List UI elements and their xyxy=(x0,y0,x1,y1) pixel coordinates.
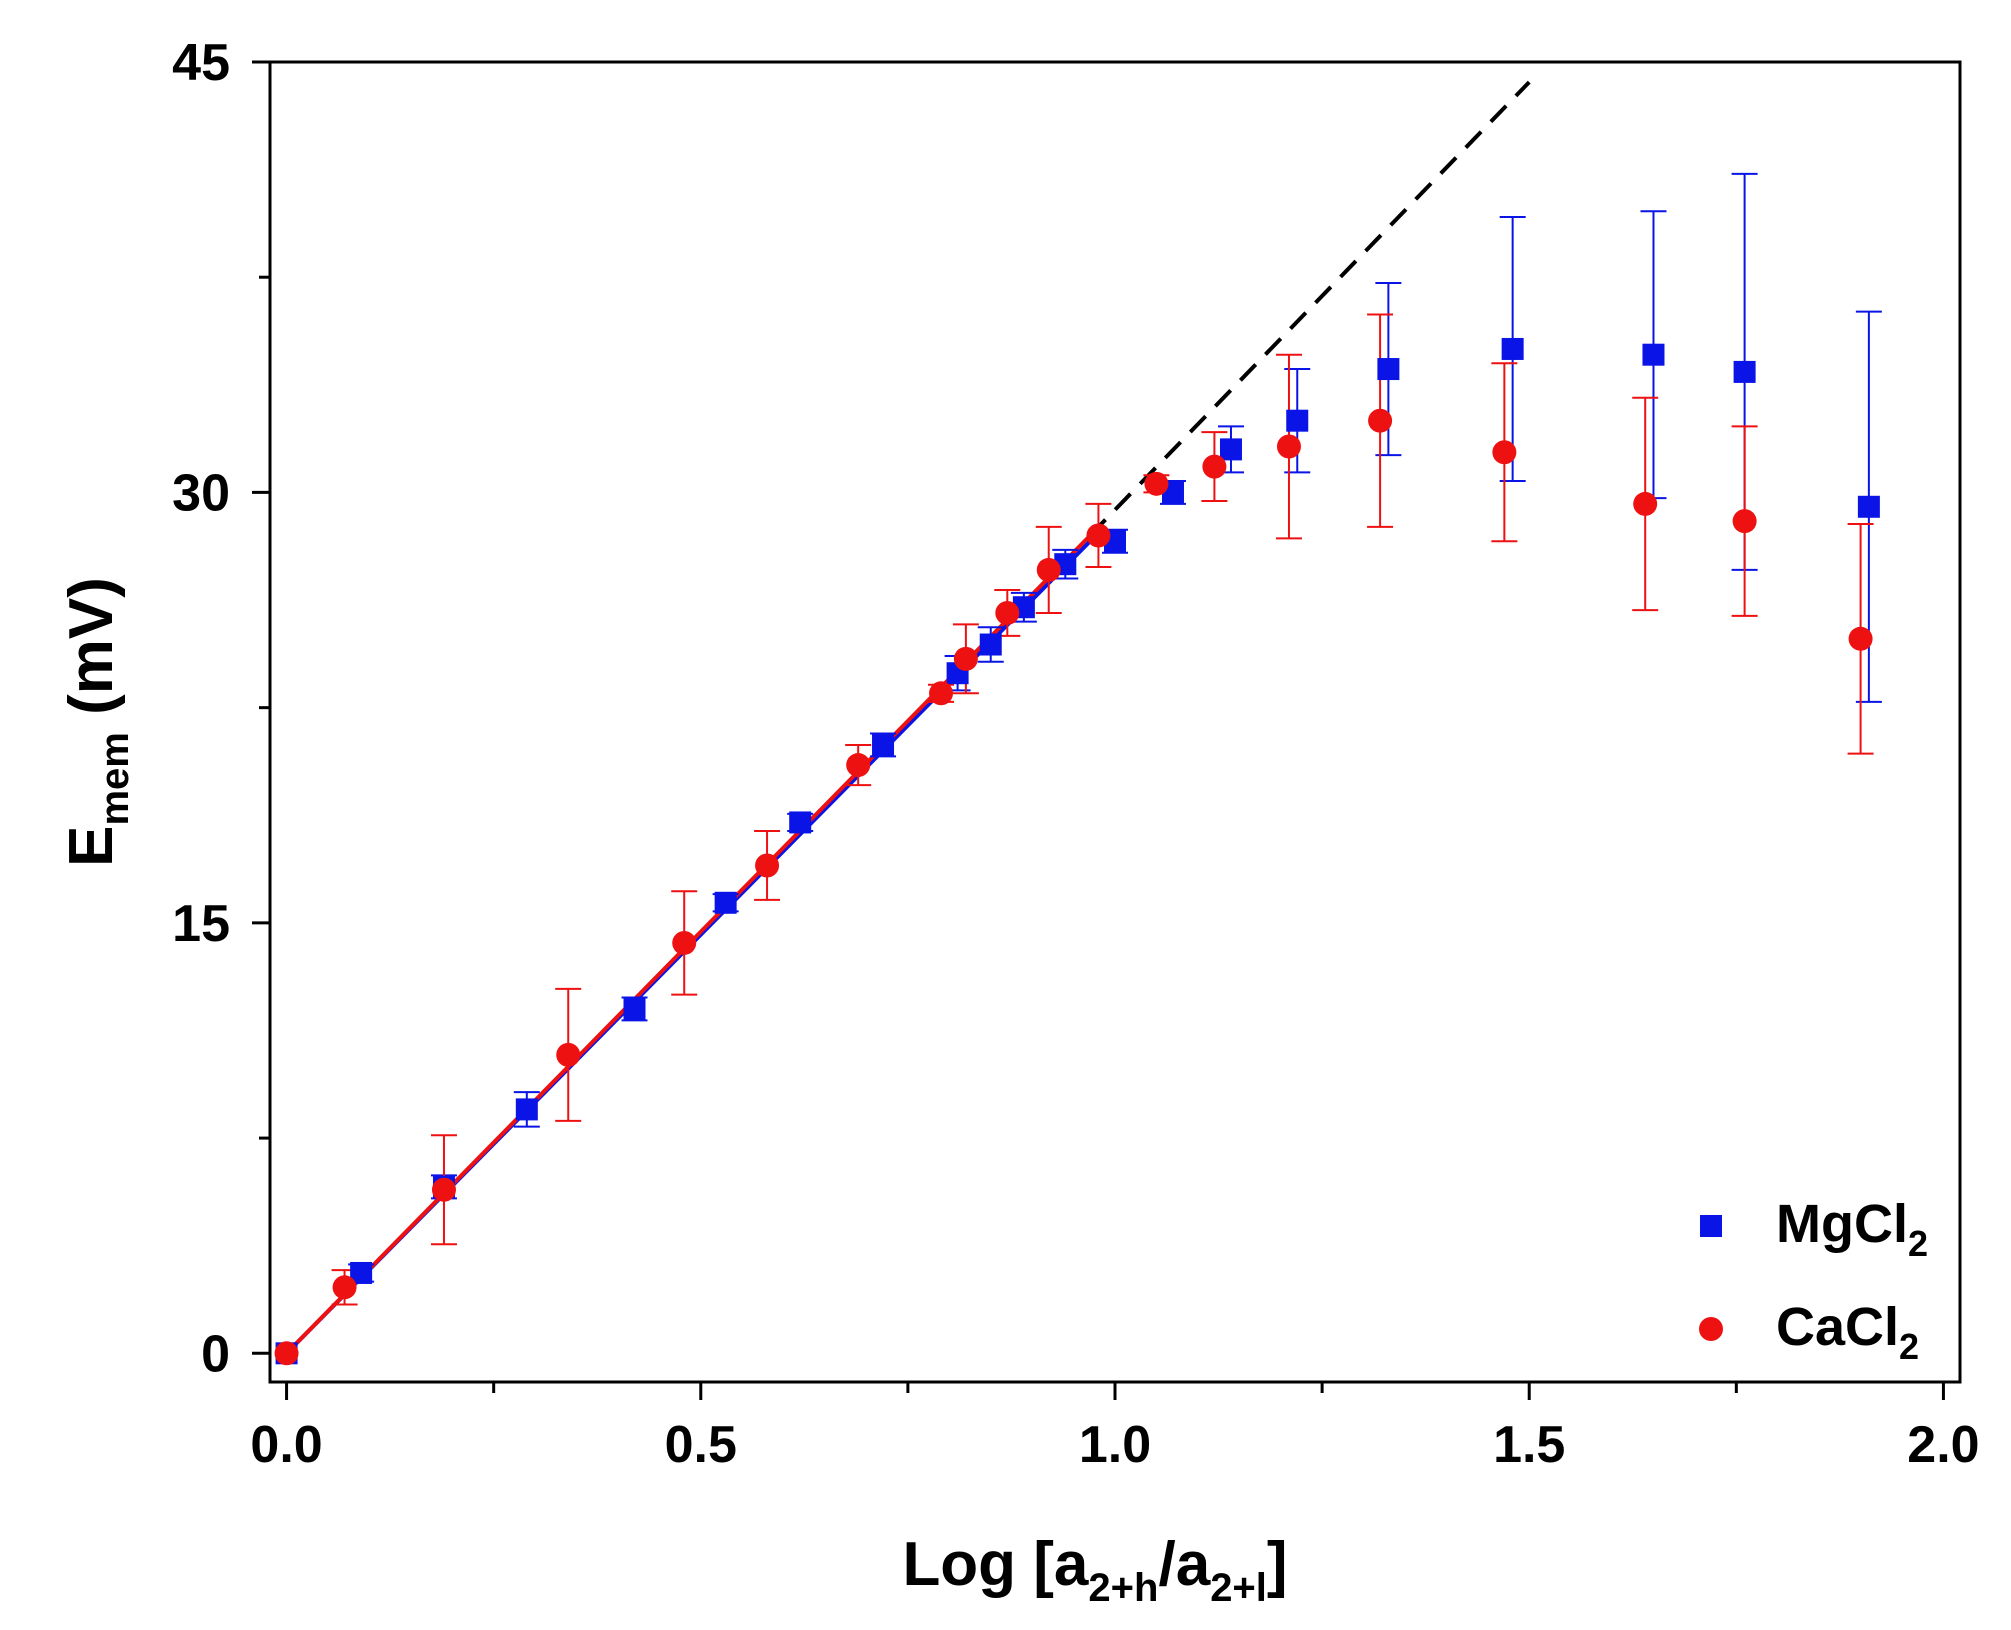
mgcl2-point xyxy=(1377,358,1400,381)
ideal-slope-line xyxy=(1088,80,1531,537)
x-axis-label: Log [a2+h/a2+l] xyxy=(902,1530,1287,1610)
mgcl2-point xyxy=(789,811,812,834)
cacl2-point xyxy=(1368,408,1393,433)
mgcl2-point xyxy=(872,733,895,756)
cacl2-point xyxy=(1202,454,1227,479)
mgcl2-point xyxy=(1501,337,1524,360)
cacl2-point xyxy=(1276,434,1301,459)
cacl2-point xyxy=(1732,509,1757,534)
cacl2-point xyxy=(332,1275,357,1300)
cacl2-point xyxy=(1633,491,1658,516)
cacl2-point xyxy=(1036,557,1061,582)
mgcl2-point xyxy=(1642,343,1665,366)
cacl2-point xyxy=(1848,626,1873,651)
legend-label-cacl2: CaCl2 xyxy=(1776,1297,1919,1367)
plot-frame xyxy=(268,60,1962,1384)
x-tick-label: 1.0 xyxy=(1079,1416,1151,1474)
axis-ticks xyxy=(252,60,1945,1400)
cacl2-point xyxy=(1086,523,1111,548)
cacl2-point xyxy=(995,600,1020,625)
cacl2-point xyxy=(846,753,871,778)
cacl2-point xyxy=(672,930,697,955)
y-axis-label: Emem (mV) xyxy=(57,577,137,867)
mgcl2-point xyxy=(1219,438,1242,461)
mgcl2-point xyxy=(623,997,646,1020)
mgcl2-point xyxy=(979,633,1002,656)
y-tick-label: 0 xyxy=(201,1325,230,1383)
fit-lines xyxy=(285,80,1531,1355)
cacl2-point xyxy=(274,1341,299,1366)
y-tick-label: 45 xyxy=(172,34,230,92)
mgcl2-point xyxy=(515,1098,538,1121)
axis-tick-labels: 0.0 0.5 1.0 1.5 2.0 0 15 30 45 xyxy=(172,34,1979,1474)
x-tick-label: 0.0 xyxy=(250,1416,322,1474)
legend: MgCl2 CaCl2 xyxy=(1699,1194,1928,1367)
legend-marker-mgcl2 xyxy=(1700,1215,1722,1237)
x-tick-label: 1.5 xyxy=(1493,1416,1565,1474)
x-tick-label: 2.0 xyxy=(1907,1416,1979,1474)
mgcl2-point xyxy=(350,1261,373,1284)
cacl2-point xyxy=(953,646,978,671)
mgcl2-point xyxy=(714,891,737,914)
y-tick-label: 15 xyxy=(172,895,230,953)
cacl2-point xyxy=(1492,440,1517,465)
y-tick-label: 30 xyxy=(172,464,230,522)
legend-label-mgcl2: MgCl2 xyxy=(1776,1194,1928,1264)
mgcl2-point xyxy=(1733,360,1756,383)
x-tick-label: 0.5 xyxy=(665,1416,737,1474)
cacl2-point xyxy=(431,1177,456,1202)
cacl2-point xyxy=(556,1042,581,1067)
mgcl2-point xyxy=(1286,409,1309,432)
data-markers xyxy=(274,337,1880,1366)
legend-marker-cacl2 xyxy=(1699,1317,1723,1341)
cacl2-point xyxy=(755,853,780,878)
mgcl2-point xyxy=(1857,495,1880,518)
cacl2-point xyxy=(929,681,954,706)
error-bars xyxy=(331,172,1882,1306)
cacl2-point xyxy=(1144,471,1169,496)
